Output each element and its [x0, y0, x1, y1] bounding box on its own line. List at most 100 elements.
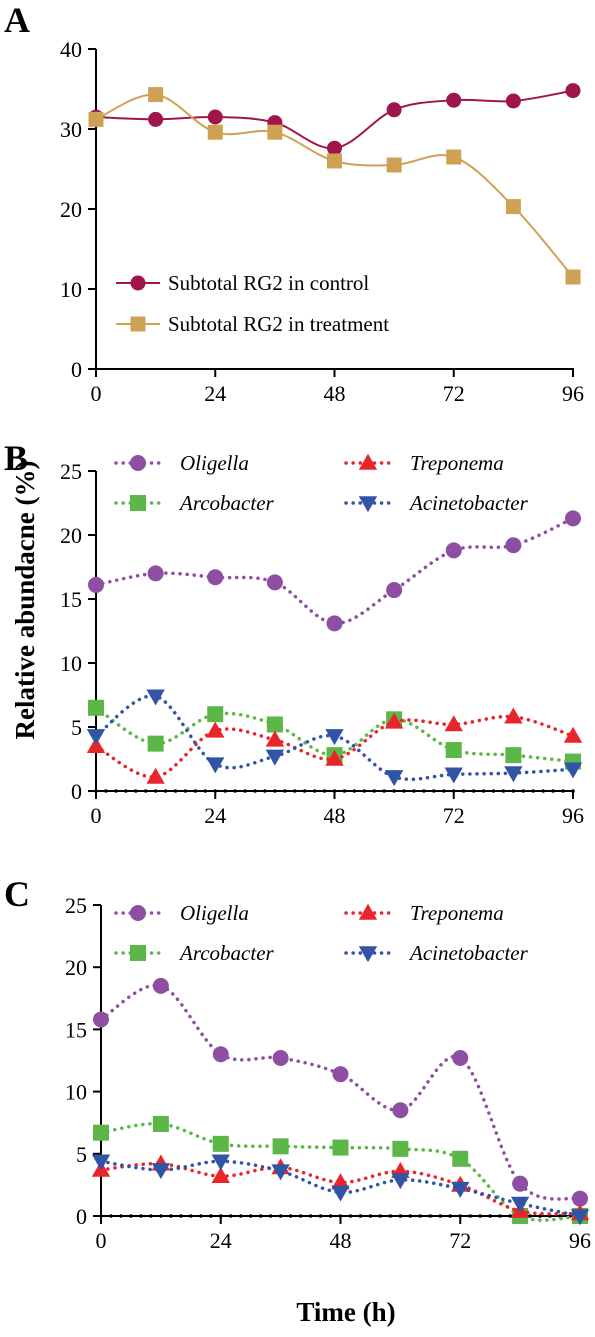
zero-baseline-dot — [571, 789, 575, 793]
x-tick-label: 24 — [204, 803, 226, 828]
zero-baseline-dot — [104, 789, 108, 793]
zero-baseline-dot — [193, 789, 198, 793]
data-point — [445, 742, 462, 759]
zero-baseline-dot — [451, 789, 456, 793]
zero-baseline-dot — [149, 1214, 153, 1218]
zero-baseline-dot — [268, 1214, 273, 1218]
y-tick-label: 0 — [71, 357, 82, 382]
y-axis-title: Relative abundacne (%) — [10, 461, 40, 740]
data-point — [384, 770, 404, 787]
zero-baseline-dot — [491, 789, 496, 793]
zero-baseline-dot — [382, 789, 386, 793]
zero-baseline-dot — [402, 789, 406, 793]
series-line — [99, 983, 582, 1201]
x-tick-label: 24 — [210, 1228, 232, 1253]
panel-letter: C — [4, 874, 30, 914]
data-point — [88, 699, 104, 716]
zero-baseline-dot — [328, 1214, 333, 1218]
data-point — [572, 1190, 588, 1207]
series-line — [94, 706, 575, 764]
data-point — [91, 1154, 111, 1171]
zero-baseline-dot — [511, 789, 516, 793]
panel-c-chart: 0 5 10 15 20 25 0 24 48 72 96 Oligella Arcobacter Tre… — [65, 893, 591, 1253]
data-point — [332, 1066, 349, 1083]
data-point — [272, 1050, 289, 1067]
y-tick-label: 25 — [65, 893, 87, 918]
x-tick-label: 48 — [324, 381, 346, 406]
zero-baseline-dot — [273, 789, 277, 793]
zero-baseline-dot — [338, 1214, 343, 1218]
legend-marker — [130, 275, 146, 291]
zero-baseline-dot — [183, 789, 188, 793]
y-tick-label: 15 — [60, 587, 82, 612]
data-point — [207, 124, 223, 140]
y-tick-label: 25 — [60, 459, 82, 484]
zero-baseline-dot — [368, 1214, 373, 1218]
data-point — [452, 1050, 469, 1067]
data-point — [152, 977, 169, 994]
zero-baseline-dot — [109, 1214, 113, 1218]
data-point — [331, 1185, 350, 1202]
legend-label: Treponema — [410, 901, 504, 925]
legend-marker — [358, 946, 378, 963]
legend-label: Acinetobacter — [408, 491, 529, 515]
y-tick-label: 0 — [76, 1204, 87, 1229]
data-point — [392, 1102, 409, 1119]
zero-baseline-dot — [218, 1214, 223, 1218]
data-point — [504, 707, 523, 724]
zero-baseline-dot — [332, 789, 337, 793]
y-tick-label: 10 — [60, 651, 82, 676]
data-point — [265, 749, 285, 766]
data-point — [451, 1181, 470, 1198]
legend-marker — [130, 455, 146, 471]
data-point — [271, 1164, 290, 1181]
legend-marker — [130, 495, 146, 511]
x-tick-label: 48 — [330, 1228, 352, 1253]
zero-baseline-dot — [488, 1214, 492, 1218]
legend-item: Acinetobacter — [344, 491, 529, 515]
zero-baseline-dot — [213, 789, 218, 793]
zero-baseline-dot — [318, 1214, 323, 1218]
zero-baseline-dot — [392, 789, 396, 793]
legend-marker — [358, 496, 378, 513]
y-tick-label: 40 — [60, 37, 82, 62]
zero-baseline-dot — [253, 789, 257, 793]
zero-baseline-dot — [481, 789, 486, 793]
data-point — [563, 762, 583, 779]
data-point — [563, 726, 583, 743]
zero-baseline-dot — [528, 1214, 532, 1218]
legend-item: Acinetobacter — [344, 941, 529, 965]
legend-item: Oligella — [114, 451, 249, 475]
data-point — [146, 767, 165, 784]
y-tick-label: 10 — [60, 277, 82, 302]
data-point — [212, 1135, 229, 1152]
zero-baseline-dot — [129, 1214, 133, 1218]
data-point — [331, 1173, 350, 1190]
zero-baseline-dot — [302, 789, 307, 793]
x-tick-label: 72 — [443, 803, 465, 828]
data-point — [386, 582, 403, 599]
zero-baseline-dot — [292, 789, 297, 793]
data-point — [570, 1209, 590, 1226]
legend-item: Subtotal RG2 in control — [116, 271, 369, 295]
data-point — [384, 712, 404, 729]
data-point — [148, 111, 164, 127]
data-point — [444, 767, 463, 784]
data-point — [206, 721, 225, 738]
y-tick-label: 20 — [65, 955, 87, 980]
zero-baseline-dot — [408, 1214, 413, 1218]
legend-item: Arcobacter — [114, 941, 275, 965]
panel-a-chart: 0 10 20 30 40 0 24 48 72 96 Subtotal RG2 in contro… — [60, 37, 584, 406]
legend-item: Treponema — [344, 901, 504, 925]
zero-baseline-dot — [468, 1214, 473, 1218]
series-oligella — [93, 977, 588, 1207]
x-tick-label: 48 — [324, 803, 346, 828]
zero-baseline-dot — [94, 789, 98, 793]
series-acinetobacter — [86, 689, 583, 787]
zero-baseline-dot — [551, 789, 555, 793]
data-point — [88, 111, 104, 127]
data-point — [446, 92, 462, 108]
data-point — [212, 1046, 229, 1063]
zero-baseline-dot — [378, 1214, 383, 1218]
zero-baseline-dot — [428, 1214, 433, 1218]
